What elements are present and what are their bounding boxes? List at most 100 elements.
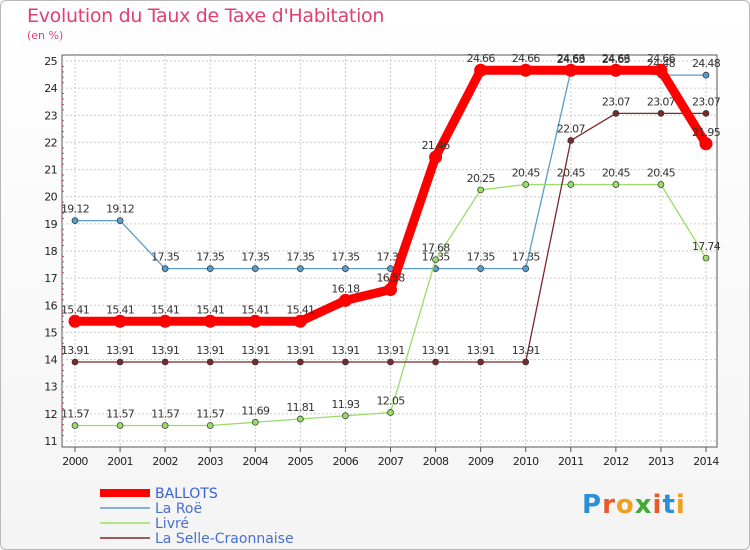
data-label: 13.91 (241, 344, 269, 357)
legend-label: La Roë (155, 501, 202, 517)
y-tick-label: 25 (44, 55, 57, 68)
data-label: 15.41 (61, 303, 89, 316)
data-point (248, 314, 262, 328)
data-point (251, 358, 259, 366)
data-point (71, 217, 79, 224)
data-point (609, 63, 623, 77)
data-label: 15.41 (196, 303, 224, 316)
data-label: 13.91 (422, 344, 450, 357)
data-label: 13.91 (196, 344, 224, 357)
data-label: 24.48 (692, 57, 721, 70)
data-label: 15.41 (151, 303, 179, 316)
data-label: 24.63 (602, 53, 631, 66)
x-tick-label: 2005 (288, 455, 314, 468)
logo-letter: r (602, 490, 616, 520)
data-label: 20.45 (647, 167, 676, 180)
data-label: 24.66 (512, 52, 541, 65)
y-tick-label: 24 (44, 82, 57, 95)
data-point (429, 150, 443, 164)
data-point (657, 181, 665, 188)
data-point (612, 110, 620, 117)
data-label: 19.12 (61, 203, 89, 216)
data-label: 22.07 (557, 123, 586, 136)
y-tick-label: 12 (44, 408, 57, 421)
proxiti-logo: Proxiti (582, 490, 686, 520)
data-point (342, 412, 349, 420)
unit-label: (en %) (27, 29, 64, 42)
data-label: 13.91 (512, 344, 540, 357)
data-label: 23.07 (692, 95, 721, 108)
data-point (702, 110, 710, 117)
data-label: 13.91 (151, 344, 179, 357)
data-label: 11.81 (286, 401, 314, 414)
data-label: 17.35 (286, 251, 315, 264)
data-point (203, 314, 217, 328)
data-point (432, 358, 439, 366)
data-point (699, 137, 713, 151)
data-label: 23.07 (647, 95, 676, 108)
x-tick-label: 2006 (333, 455, 359, 468)
data-label: 17.35 (512, 251, 541, 264)
y-tick-label: 21 (44, 164, 57, 177)
data-point (251, 418, 259, 426)
data-point (522, 358, 530, 366)
data-label: 20.45 (557, 167, 586, 180)
data-label: 15.41 (241, 303, 269, 316)
data-label: 13.91 (286, 344, 314, 357)
data-point (206, 422, 214, 429)
data-point (474, 63, 488, 77)
data-label: 17.35 (151, 251, 180, 264)
y-tick-label: 19 (44, 218, 57, 231)
data-label: 24.66 (467, 52, 496, 65)
legend-label: BALLOTS (155, 486, 218, 502)
x-tick-label: 2014 (693, 455, 719, 468)
data-point (387, 358, 394, 366)
data-point (522, 265, 530, 272)
y-tick-label: 16 (44, 299, 57, 312)
data-label: 24.66 (647, 52, 676, 65)
data-point (432, 256, 439, 264)
x-tick-label: 2003 (197, 455, 223, 468)
series-la-selle-craonnaise: 13.91 13.91 13.91 13.91 13.91 13.91 13.91 13.91… (61, 95, 721, 366)
data-point (251, 265, 259, 272)
x-tick-label: 2013 (648, 455, 674, 468)
data-label: 15.41 (106, 303, 134, 316)
y-tick-label: 15 (44, 326, 57, 339)
data-point (657, 110, 665, 117)
x-tick-label: 2007 (378, 455, 404, 468)
series-livr-: 11.57 11.57 11.57 11.57 11.69 11.81 11.93 12.05… (61, 167, 721, 429)
data-point (161, 358, 169, 366)
data-point (522, 181, 530, 188)
data-point (161, 265, 169, 272)
x-tick-label: 2012 (603, 455, 629, 468)
x-tick-label: 2008 (423, 455, 449, 468)
data-point (702, 254, 710, 262)
y-tick-label: 20 (44, 191, 57, 204)
data-label: 11.69 (241, 404, 270, 417)
data-label: 11.57 (196, 408, 225, 421)
x-tick-label: 2002 (152, 455, 178, 468)
series-ballots: 15.41 15.41 15.41 15.41 15.41 15.41 16.18 16.58… (61, 52, 721, 328)
data-label: 11.57 (151, 408, 180, 421)
data-point (206, 358, 214, 366)
logo-letter: x (634, 490, 653, 520)
data-point (161, 422, 169, 429)
data-label: 23.07 (602, 95, 631, 108)
data-point (342, 265, 349, 272)
data-label: 21.95 (692, 126, 721, 139)
y-tick-label: 11 (44, 435, 57, 448)
data-label: 17.35 (196, 251, 225, 264)
data-label: 13.91 (467, 344, 495, 357)
x-tick-label: 2009 (468, 455, 494, 468)
data-point (477, 358, 484, 366)
data-label: 24.63 (557, 53, 586, 66)
data-label: 24.66 (557, 52, 586, 65)
data-point (342, 358, 349, 366)
y-tick-label: 14 (44, 354, 57, 367)
data-label: 17.74 (692, 240, 721, 253)
data-point (384, 283, 397, 297)
data-label: 16.18 (331, 282, 360, 295)
data-label: 11.93 (331, 398, 360, 411)
logo-letter: t (662, 490, 676, 520)
